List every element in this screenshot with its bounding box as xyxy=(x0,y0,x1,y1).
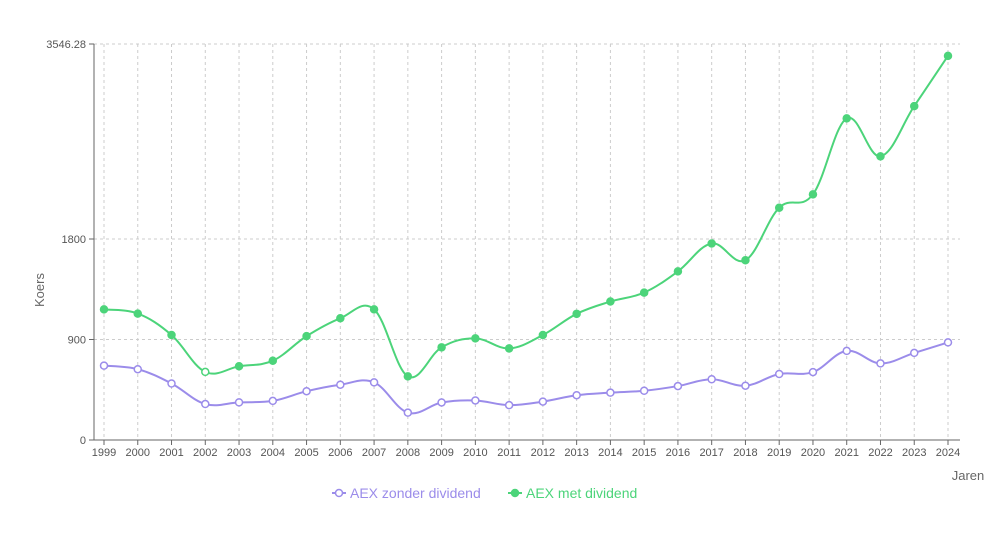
data-point xyxy=(639,386,649,396)
data-point xyxy=(504,344,514,353)
legend-swatch-marker xyxy=(510,488,520,498)
x-tick-label: 2018 xyxy=(733,447,757,459)
data-point xyxy=(302,386,311,396)
data-point xyxy=(572,309,581,319)
data-point xyxy=(538,397,548,406)
data-point xyxy=(909,101,919,111)
data-point xyxy=(437,343,446,352)
legend: AEX zonder dividend AEX met dividend xyxy=(332,485,637,501)
data-point xyxy=(842,114,851,123)
data-point xyxy=(133,309,143,318)
data-point xyxy=(437,398,446,407)
data-point xyxy=(741,255,750,265)
x-tick-label: 2010 xyxy=(463,447,487,459)
data-point xyxy=(808,367,818,377)
y-tick-labels: 0 900 1800 3546.28 xyxy=(46,39,86,447)
data-point xyxy=(741,381,750,390)
data-point xyxy=(808,190,818,199)
data-point xyxy=(201,367,210,377)
x-tick-label: 2004 xyxy=(261,447,285,459)
x-tick-label: 2019 xyxy=(767,447,791,459)
series-line-0 xyxy=(103,341,949,415)
x-tick-label: 2001 xyxy=(159,447,183,459)
data-point xyxy=(234,362,244,371)
data-point xyxy=(471,334,480,343)
y-tick-label: 3546.28 xyxy=(46,39,86,51)
data-point xyxy=(606,297,615,306)
axes xyxy=(93,44,960,441)
x-tick-label: 2016 xyxy=(666,447,690,459)
data-point xyxy=(707,375,716,384)
x-tick-label: 2022 xyxy=(868,447,892,459)
legend-label: AEX met dividend xyxy=(526,485,637,501)
x-tick-label: 1999 xyxy=(92,447,116,459)
x-tick-label: 2005 xyxy=(294,447,318,459)
data-point xyxy=(336,380,345,389)
data-point xyxy=(504,400,514,410)
x-tick-label: 2020 xyxy=(801,447,825,459)
legend-label: AEX zonder dividend xyxy=(350,485,481,501)
data-point xyxy=(234,398,244,407)
data-point xyxy=(167,330,176,340)
y-tick-label: 900 xyxy=(68,335,86,347)
data-point xyxy=(403,372,413,381)
data-point xyxy=(909,348,919,358)
x-tick-label: 2015 xyxy=(632,447,656,459)
series-line-1 xyxy=(103,55,949,379)
data-point xyxy=(133,364,143,374)
grid xyxy=(89,43,960,445)
x-tick-label: 2003 xyxy=(227,447,251,459)
data-point xyxy=(99,361,109,370)
y-axis-title: Koers xyxy=(32,273,47,307)
x-axis-title: Jaren xyxy=(952,468,985,483)
data-point xyxy=(842,346,851,356)
data-point xyxy=(167,379,176,388)
series xyxy=(99,51,953,417)
x-tick-label: 2021 xyxy=(834,447,858,459)
data-point xyxy=(369,378,379,387)
data-point xyxy=(369,305,379,314)
x-tick-label: 2007 xyxy=(362,447,386,459)
data-point xyxy=(943,338,953,347)
x-tick-label: 2002 xyxy=(193,447,217,459)
data-point xyxy=(403,408,413,417)
data-point xyxy=(673,381,683,391)
x-tick-label: 2013 xyxy=(564,447,588,459)
data-point xyxy=(606,388,615,397)
data-point xyxy=(99,305,109,314)
x-tick-label: 2024 xyxy=(936,447,960,459)
data-point xyxy=(336,314,345,323)
data-point xyxy=(876,152,885,161)
data-point xyxy=(268,396,278,406)
data-point xyxy=(302,331,311,341)
x-tick-label: 2000 xyxy=(126,447,150,459)
x-tick-label: 2008 xyxy=(396,447,420,459)
y-tick-label: 0 xyxy=(80,435,86,447)
x-tick-label: 2017 xyxy=(699,447,723,459)
y-tick-label: 1800 xyxy=(62,234,86,246)
data-point xyxy=(538,330,548,340)
data-point xyxy=(673,267,683,276)
x-tick-label: 2012 xyxy=(531,447,555,459)
data-point xyxy=(774,369,784,379)
data-point xyxy=(707,239,716,248)
data-point xyxy=(639,288,649,297)
x-tick-label: 2023 xyxy=(902,447,926,459)
x-tick-label: 2006 xyxy=(328,447,352,459)
data-point xyxy=(268,356,278,365)
data-point xyxy=(201,399,210,409)
legend-swatch-marker xyxy=(334,488,344,498)
data-point xyxy=(876,359,885,368)
x-tick-label: 2011 xyxy=(497,447,521,459)
data-point xyxy=(774,203,784,212)
data-point xyxy=(471,396,480,405)
data-point xyxy=(572,390,581,400)
x-tick-label: 2014 xyxy=(598,447,622,459)
x-tick-labels: 1999 2000 2001 2002 2003 2004 2005 2006 2007 2008… xyxy=(92,447,960,459)
x-tick-label: 2009 xyxy=(429,447,453,459)
data-point xyxy=(943,51,953,61)
